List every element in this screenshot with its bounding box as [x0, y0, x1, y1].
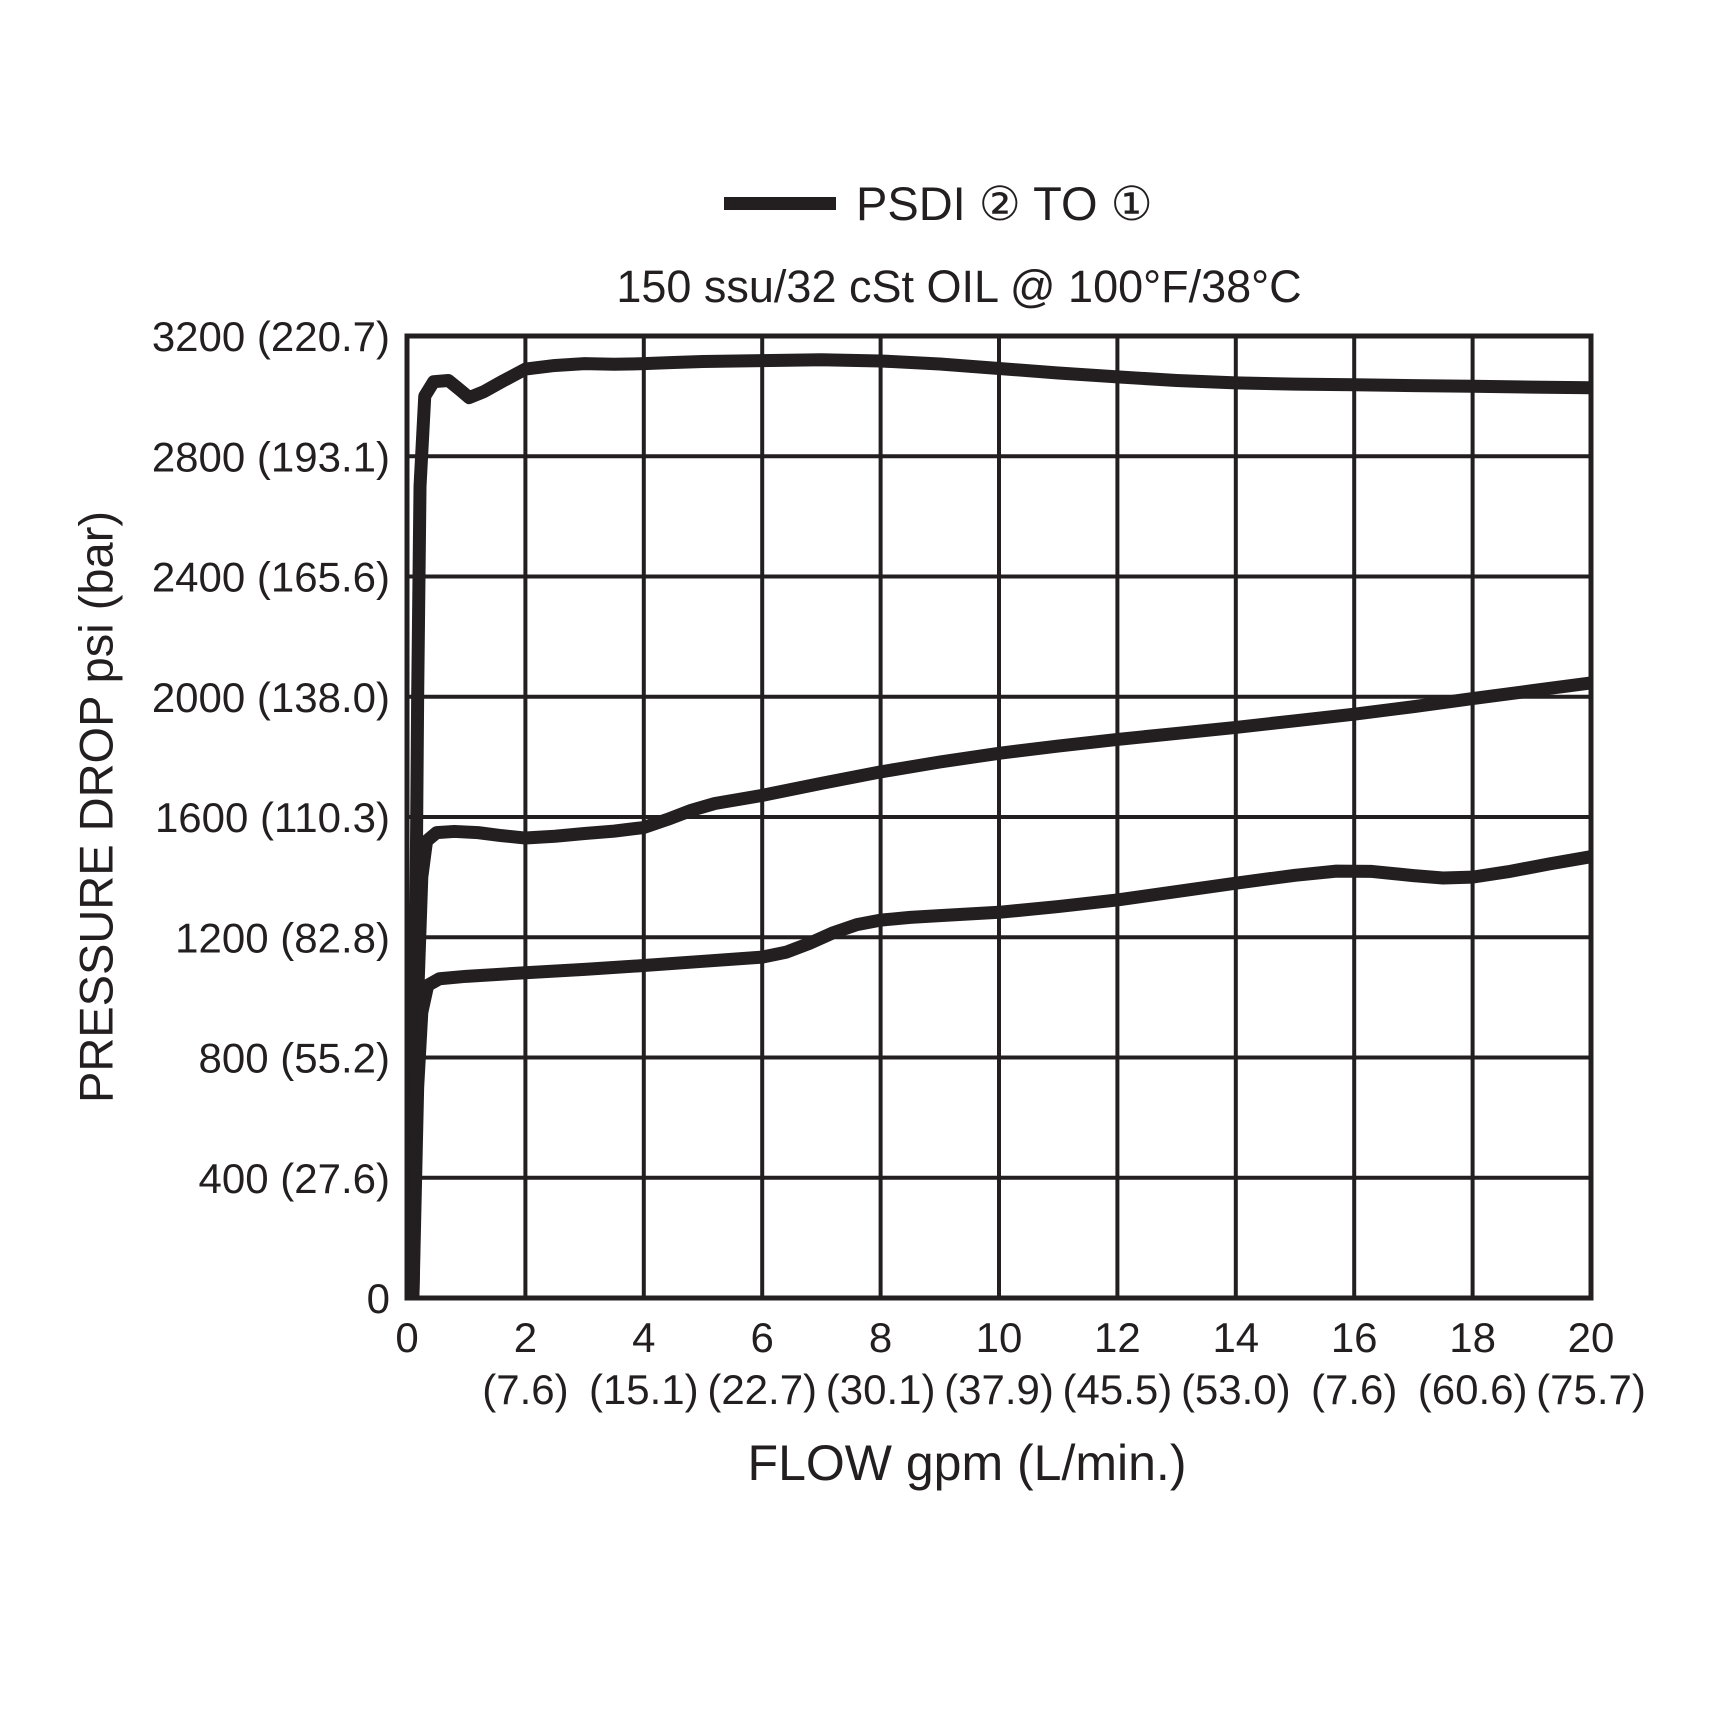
y-tick-label: 1200 (82.8)	[175, 914, 390, 961]
x-tick-label-lmin: (15.1)	[589, 1366, 699, 1413]
plot-border	[404, 333, 1594, 1301]
legend-line-swatch	[724, 197, 836, 210]
x-tick-label-gpm: 14	[1212, 1314, 1259, 1361]
x-tick-label-lmin: (7.6)	[482, 1366, 568, 1413]
x-tick-label-gpm: 2	[514, 1314, 537, 1361]
x-tick-label-lmin: (75.7)	[1536, 1366, 1646, 1413]
x-tick-label-lmin: (60.6)	[1418, 1366, 1528, 1413]
x-tick-label-lmin: (45.5)	[1063, 1366, 1173, 1413]
x-tick-label-gpm: 10	[976, 1314, 1023, 1361]
y-tick-label: 800 (55.2)	[199, 1035, 390, 1082]
x-tick-label-lmin: (22.7)	[707, 1366, 817, 1413]
y-tick-label: 3200 (220.7)	[152, 313, 390, 360]
x-tick-label-lmin: (30.1)	[826, 1366, 936, 1413]
x-axis-title: FLOW gpm (L/min.)	[747, 1435, 1187, 1491]
x-tick-label-gpm: 4	[632, 1314, 655, 1361]
x-tick-label-gpm: 8	[869, 1314, 892, 1361]
y-tick-label: 400 (27.6)	[199, 1155, 390, 1202]
curve-upper-setting	[406, 353, 1592, 1299]
x-tick-label-gpm: 20	[1568, 1314, 1615, 1361]
y-tick-label: 0	[367, 1275, 390, 1322]
legend: PSDI ② TO ①	[724, 180, 1153, 227]
x-tick-label-gpm: 6	[751, 1314, 774, 1361]
y-tick-label: 2000 (138.0)	[152, 674, 390, 721]
curve-middle-setting	[406, 676, 1592, 1299]
chart-title: 150 ssu/32 cSt OIL @ 100°F/38°C	[616, 261, 1302, 312]
curve-lower-setting	[406, 850, 1593, 1299]
y-tick-label: 1600 (110.3)	[155, 794, 390, 841]
x-tick-label-lmin: (53.0)	[1181, 1366, 1291, 1413]
y-tick-label: 2800 (193.1)	[152, 433, 390, 480]
x-tick-label-gpm: 12	[1094, 1314, 1141, 1361]
x-tick-label-lmin: (7.6)	[1311, 1366, 1397, 1413]
x-tick-label-gpm: 0	[395, 1314, 418, 1361]
y-tick-label: 2400 (165.6)	[152, 554, 390, 601]
x-tick-label-gpm: 18	[1449, 1314, 1496, 1361]
x-tick-label-lmin: (37.9)	[944, 1366, 1054, 1413]
x-tick-label-gpm: 16	[1331, 1314, 1378, 1361]
legend-label: PSDI ② TO ①	[856, 177, 1153, 230]
